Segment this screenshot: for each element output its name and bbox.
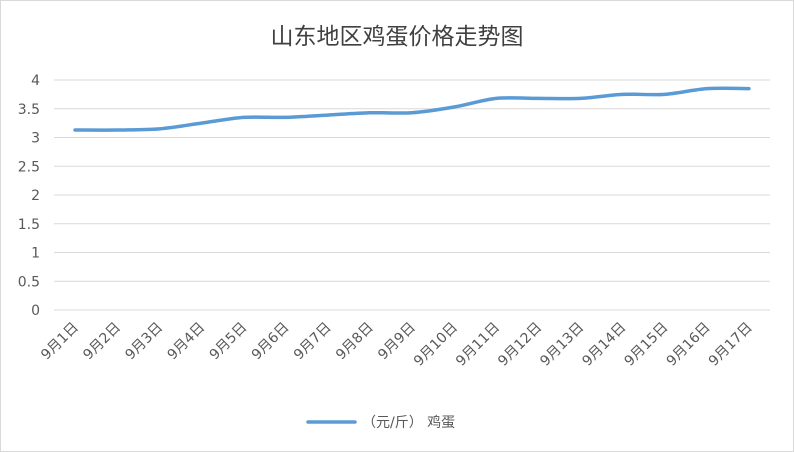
data-point	[536, 96, 540, 100]
y-tick-label: 3	[31, 131, 40, 147]
data-point	[368, 111, 372, 115]
data-point	[578, 96, 582, 100]
x-tick-label: 9月4日	[165, 320, 209, 364]
chart-title: 山东地区鸡蛋价格走势图	[271, 24, 524, 50]
x-tick-label: 9月16日	[664, 320, 714, 370]
data-point	[284, 115, 288, 119]
legend: （元/斤） 鸡蛋	[306, 414, 455, 431]
data-point	[663, 92, 667, 96]
x-tick-label: 9月13日	[537, 320, 587, 370]
data-point	[621, 92, 625, 96]
data-point	[242, 115, 246, 119]
data-point	[326, 113, 330, 117]
x-tick-label: 9月1日	[38, 320, 82, 364]
data-point	[705, 87, 709, 91]
x-tick-label: 9月6日	[249, 320, 293, 364]
x-tick-label: 9月11日	[453, 320, 503, 370]
y-tick-label: 2.5	[18, 159, 40, 175]
legend-label: （元/斤） 鸡蛋	[362, 414, 455, 431]
x-tick-label: 9月5日	[207, 320, 251, 364]
x-tick-label: 9月7日	[291, 320, 335, 364]
x-tick-label: 9月10日	[411, 320, 461, 370]
y-tick-label: 1.5	[18, 217, 40, 233]
x-tick-label: 9月3日	[122, 320, 166, 364]
data-point	[494, 96, 498, 100]
data-point	[410, 111, 414, 115]
x-tick-label: 9月15日	[622, 320, 672, 370]
x-tick-label: 9月2日	[80, 320, 124, 364]
y-tick-label: 0.5	[18, 274, 40, 290]
x-tick-label: 9月17日	[706, 320, 756, 370]
gridlines	[54, 79, 770, 311]
y-tick-label: 2	[31, 188, 40, 204]
series-layer	[73, 86, 751, 132]
data-point	[115, 128, 119, 132]
x-tick-label: 9月14日	[579, 320, 629, 370]
x-axis-ticks: 9月1日9月2日9月3日9月4日9月5日9月6日9月7日9月8日9月9日9月10…	[38, 320, 756, 370]
y-tick-label: 0	[31, 303, 40, 319]
y-tick-label: 1	[31, 246, 40, 262]
y-tick-label: 3.5	[18, 102, 40, 118]
data-point	[199, 121, 203, 125]
x-tick-label: 9月8日	[333, 320, 377, 364]
data-point	[747, 87, 751, 91]
data-point	[157, 127, 161, 131]
data-point	[73, 128, 77, 132]
y-tick-label: 4	[31, 73, 40, 89]
x-tick-label: 9月12日	[495, 320, 545, 370]
data-point	[452, 105, 456, 109]
y-axis-ticks: 0 0.5 1 1.5 2 2.5 3 3.5 4	[18, 73, 40, 319]
